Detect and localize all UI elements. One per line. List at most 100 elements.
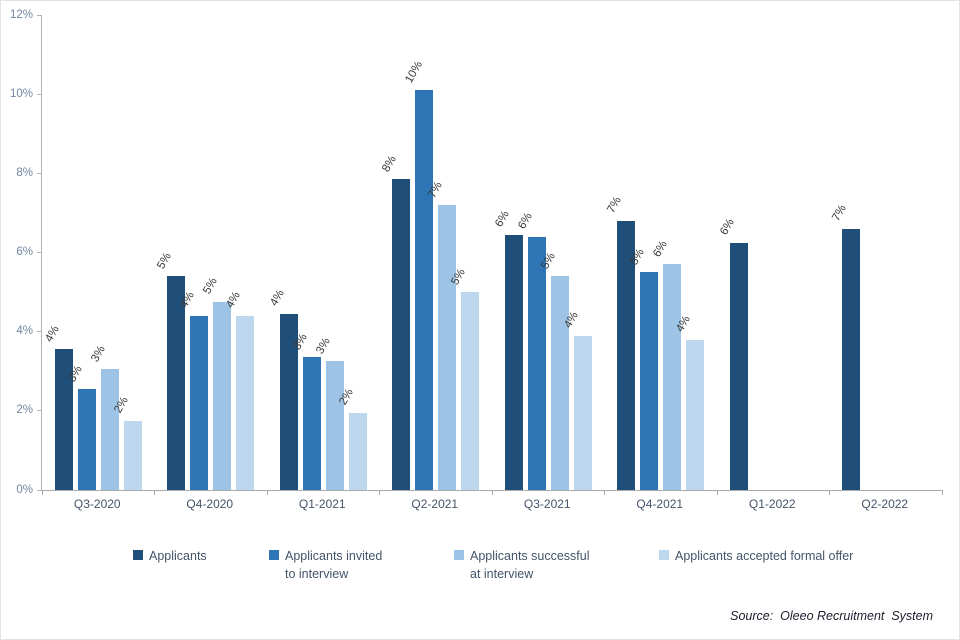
- bar-slot-applicants-q1-2021: 4%: [268, 15, 298, 490]
- y-axis-tick-mark: [37, 172, 42, 174]
- x-axis-category-label-q2-2021: Q2-2021: [411, 497, 459, 511]
- bar-accepted-q4-2021: 4%: [674, 314, 705, 490]
- bar-slot-accepted-q3-2021: 4%: [562, 15, 592, 490]
- bar-slot-accepted-q2-2021: 5%: [449, 15, 480, 490]
- bar-slot-invited-q1-2022: [753, 15, 771, 490]
- bar-slot-invited-q3-2020: 3%: [66, 15, 96, 490]
- legend-item-applicants: Applicants: [133, 547, 207, 565]
- bar-slot-applicants-q4-2020: 5%: [155, 15, 186, 490]
- x-axis-tick-mark: [491, 490, 493, 495]
- bar-invited-q3-2021: 6%: [516, 211, 546, 490]
- bar-group-q3-2021: 6% 6% 5% 4%: [492, 15, 605, 490]
- bar-slot-invited-q4-2020: 4%: [178, 15, 209, 490]
- bar-successful-q4-2021: 6%: [651, 239, 682, 490]
- bar-accepted-q4-2020: 4%: [224, 290, 255, 490]
- x-axis-category-label-q3-2020: Q3-2020: [73, 497, 121, 511]
- bar-slot-successful-q1-2021: 3%: [314, 15, 344, 490]
- x-axis: Q3-2020 Q4-2020 Q1-2021 Q2-2021 Q3-2021 Q4-20…: [41, 497, 941, 515]
- y-axis-tick-label: 10%: [9, 87, 33, 100]
- legend-swatch-successful: [454, 550, 464, 560]
- bar-applicants-q2-2022: 7%: [830, 203, 861, 490]
- legend-label-successful: Applicants successful at interview: [470, 547, 590, 583]
- bar-slot-successful-q3-2020: 3%: [89, 15, 119, 490]
- legend-swatch-invited: [269, 550, 279, 560]
- bar-slot-applicants-q3-2021: 6%: [493, 15, 523, 490]
- bar-applicants-q4-2020: 5%: [155, 251, 186, 490]
- legend-label-line: at interview: [470, 567, 534, 582]
- bar-group-q2-2022: 7%: [830, 15, 943, 490]
- bar-invited-q4-2021: 5%: [628, 247, 659, 490]
- bar-successful-q4-2020: 5%: [201, 276, 232, 490]
- y-axis-tick-label: 0%: [16, 483, 33, 496]
- x-axis-tick-mark: [379, 490, 380, 495]
- bar-successful-q1-2021: 3%: [314, 336, 344, 490]
- x-axis-tick-mark: [604, 490, 605, 495]
- x-axis-tick-mark: [154, 490, 155, 495]
- legend-label-line: Applicants accepted formal offer: [675, 549, 854, 563]
- legend-label-line: Applicants invited: [285, 549, 383, 563]
- bar-value-label: 6%: [717, 216, 737, 238]
- bar-group-q4-2021: 7% 5% 6% 4%: [605, 15, 718, 490]
- legend-item-accepted: Applicants accepted formal offer: [659, 547, 853, 565]
- bar-value-label: 5%: [155, 250, 175, 271]
- y-axis-tick-mark: [37, 410, 42, 412]
- bar-slot-accepted-q4-2021: 4%: [674, 15, 705, 490]
- bar-slot-accepted-q3-2020: 2%: [112, 15, 142, 490]
- bar-slot-successful-q4-2020: 5%: [201, 15, 232, 490]
- bar-value-label: 6%: [492, 209, 512, 230]
- bar-group-q4-2020: 5% 4% 5% 4%: [155, 15, 268, 490]
- x-axis-tick-mark: [829, 490, 830, 495]
- y-axis-tick-label: 6%: [16, 245, 33, 258]
- legend-label-applicants: Applicants: [149, 547, 207, 565]
- legend-item-invited: Applicants invited to interview: [269, 547, 382, 583]
- bar-slot-invited-q3-2021: 6%: [516, 15, 546, 490]
- y-axis-tick-mark: [37, 489, 42, 491]
- bar-slot-accepted-q1-2021: 2%: [337, 15, 367, 490]
- bar-slot-invited-q1-2021: 3%: [291, 15, 321, 490]
- x-axis-tick-mark: [716, 490, 718, 495]
- bar-successful-q2-2021: 7%: [426, 179, 457, 490]
- bar-invited-q2-2021: 10%: [403, 59, 434, 490]
- legend-label-accepted: Applicants accepted formal offer: [675, 547, 853, 565]
- bar-group-q2-2021: 8% 10% 7% 5%: [380, 15, 493, 490]
- bar-value-label: 7%: [830, 203, 850, 224]
- bar-successful-q3-2021: 5%: [539, 251, 569, 490]
- bar-applicants-q3-2021: 6%: [493, 209, 523, 490]
- source-note: Source: Oleeo Recruitment System: [730, 609, 933, 623]
- bar-slot-applicants-q2-2022: 7%: [830, 15, 861, 490]
- x-axis-category-label-q4-2020: Q4-2020: [186, 497, 234, 511]
- bar-applicants-q4-2021: 7%: [605, 195, 636, 490]
- bar-slot-successful-q2-2022: [888, 15, 906, 490]
- bar-slot-applicants-q4-2021: 7%: [605, 15, 636, 490]
- legend: Applicants Applicants invited to interview…: [1, 547, 959, 591]
- bar-slot-successful-q2-2021: 7%: [426, 15, 457, 490]
- y-axis-tick-mark: [37, 14, 42, 16]
- bar-value-label: 4%: [42, 323, 62, 345]
- x-axis-tick-mark: [266, 490, 268, 495]
- plot-area: 4% 3% 3% 2% 5% 4% 5% 4% 4% 3% 3% 2% 8% 10% 7% 5% 6% 6% 5% 4…: [37, 14, 943, 495]
- bar-applicants-q1-2021: 4%: [268, 288, 298, 490]
- y-axis-tick-label: 4%: [16, 324, 33, 337]
- bar-slot-invited-q2-2022: [865, 15, 883, 490]
- bar-accepted-q1-2021: 2%: [337, 387, 367, 490]
- bar-group-q1-2022: 6%: [717, 15, 830, 490]
- bar-invited-q4-2020: 4%: [178, 290, 209, 490]
- legend-swatch-accepted: [659, 550, 669, 560]
- y-axis-tick-mark: [37, 331, 42, 333]
- legend-swatch-applicants: [133, 550, 143, 560]
- y-axis-tick-label: 12%: [9, 8, 33, 21]
- bar-slot-accepted-q4-2020: 4%: [224, 15, 255, 490]
- bar-slot-applicants-q2-2021: 8%: [380, 15, 411, 490]
- x-axis-category-label-q1-2022: Q1-2022: [748, 497, 796, 511]
- bar-accepted-q3-2020: 2%: [112, 395, 142, 490]
- bar-slot-accepted-q1-2022: [799, 15, 817, 490]
- bar-applicants-q2-2021: 8%: [380, 154, 411, 490]
- bar-successful-q3-2020: 3%: [89, 344, 119, 490]
- bar-slot-successful-q3-2021: 5%: [539, 15, 569, 490]
- y-axis: 0% 2% 4% 6% 8% 10% 12%: [1, 9, 36, 495]
- bar-slot-applicants-q1-2022: 6%: [718, 15, 748, 490]
- bar-invited-q3-2020: 3%: [66, 363, 96, 490]
- bar-slot-successful-q1-2022: [776, 15, 794, 490]
- bar-applicants-q3-2020: 4%: [43, 324, 73, 490]
